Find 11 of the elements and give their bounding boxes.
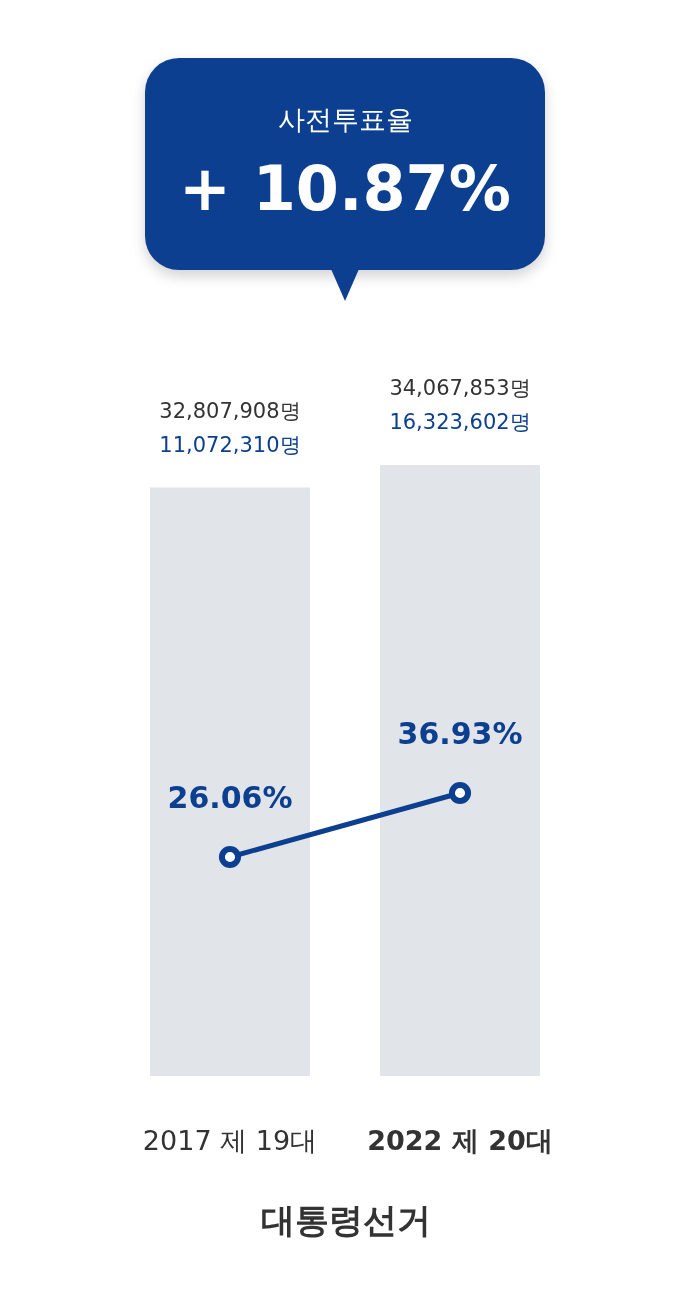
data-label: 36.93%: [397, 716, 523, 751]
text: 11,072,310명: [159, 432, 301, 457]
x-tick-label: 2017 제 19대: [142, 1124, 318, 1156]
text: 16,323,602명: [389, 410, 531, 434]
x-axis-title: 대통령선거: [260, 1199, 431, 1240]
data-label: 26.06%: [167, 780, 293, 815]
chart-title: 사전투표율: [276, 103, 414, 137]
chart-subtitle: + 10.87%: [178, 152, 512, 225]
data-label: 34,067,853명: [389, 376, 531, 400]
data-label: 32,807,908명: [159, 398, 301, 423]
x-tick-label: 2022 제 20대: [367, 1124, 553, 1156]
